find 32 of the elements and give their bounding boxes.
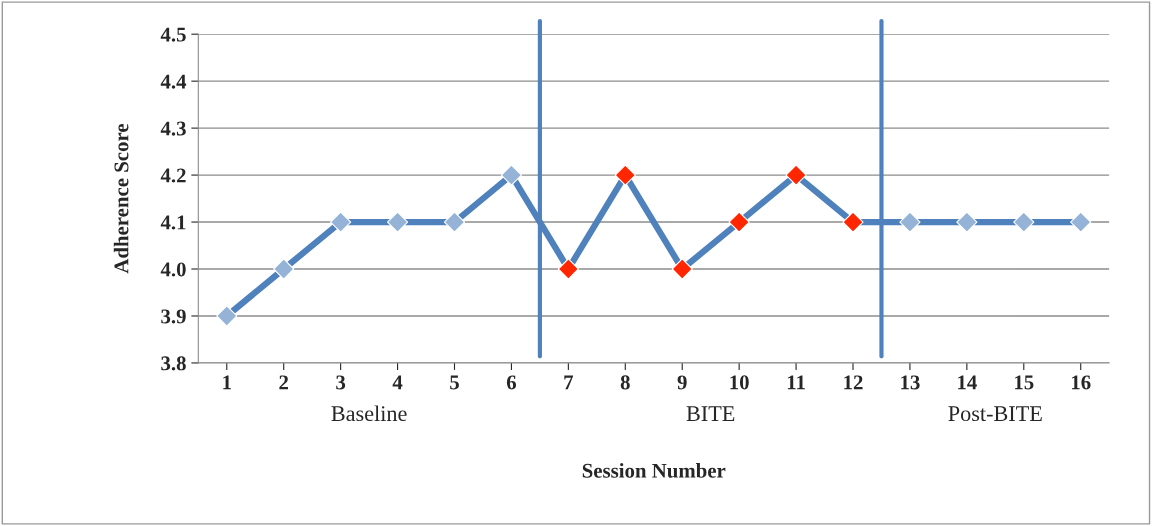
x-tick-label: 15	[1015, 375, 1034, 390]
y-tick-label: 4.1	[160, 215, 186, 230]
x-tick-label: 9	[677, 375, 687, 390]
x-tick-label: 14	[958, 375, 977, 390]
y-tick-label: 4.0	[160, 262, 186, 277]
point	[899, 211, 921, 233]
x-tick-label: 10	[730, 375, 749, 390]
x-tick-label: 7	[564, 375, 574, 390]
y-tick-label: 4.2	[160, 168, 186, 183]
x-tick-label: 4	[392, 375, 403, 390]
y-tick-label: 4.5	[160, 27, 186, 42]
x-tick-label: 12	[844, 375, 863, 390]
text: Post-BITE	[948, 406, 1042, 422]
x-tick-label: 8	[620, 375, 630, 390]
x-tick-label: 5	[450, 375, 459, 390]
y-tick-label: 3.9	[161, 309, 186, 324]
x-tick-label: 1	[223, 375, 231, 390]
y-axis-title: Adherence Score	[113, 123, 129, 274]
point	[785, 164, 807, 186]
y-tick-label: 4.3	[160, 121, 186, 136]
x-tick-label: 13	[901, 375, 920, 390]
x-tick-label: 3	[336, 375, 346, 390]
x-tick-label: 11	[787, 375, 805, 390]
text: BITE	[686, 406, 735, 421]
x-tick-label: 16	[1071, 375, 1091, 390]
text: Baseline	[331, 405, 407, 422]
point	[842, 211, 864, 233]
y-tick-label: 3.8	[161, 356, 186, 371]
x-tick-label: 6	[506, 375, 517, 390]
y-tick-label: 4.4	[160, 74, 187, 89]
x-axis-title: Session Number	[582, 463, 726, 478]
x-tick-label: 2	[279, 375, 289, 390]
